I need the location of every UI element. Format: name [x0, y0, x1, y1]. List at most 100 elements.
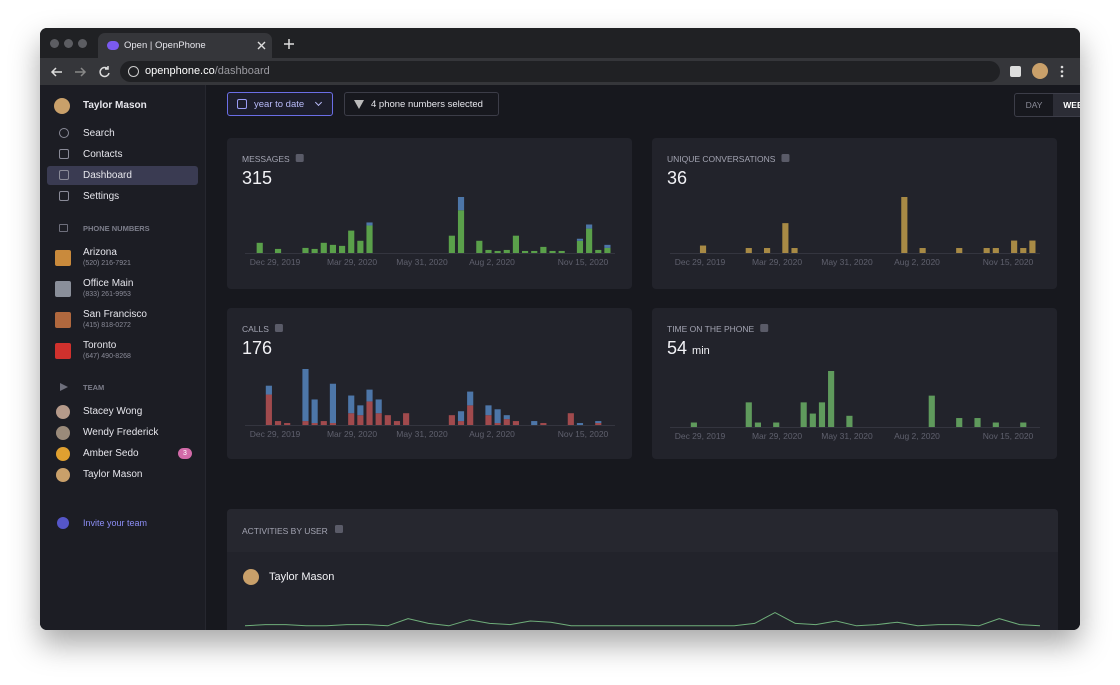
bar: [366, 222, 373, 226]
menu[interactable]: [1060, 65, 1064, 78]
nav-item[interactable]: Settings: [83, 191, 120, 202]
bar: [256, 242, 263, 253]
bar: [522, 250, 529, 253]
extensions-icon[interactable]: [1010, 66, 1021, 77]
bar: [302, 247, 309, 253]
phone-filter-button[interactable]: 4 phone numbers selected: [344, 92, 499, 116]
window-minimize[interactable]: [64, 39, 73, 48]
bar: [549, 250, 556, 253]
chart: CALLS 176 Dec 29, 2019 Mar 29, 2020 May 31, …: [242, 324, 615, 439]
active-tab[interactable]: Open | OpenPhone: [98, 33, 272, 58]
bar: [384, 415, 391, 425]
bar: [1020, 248, 1027, 253]
bar: [595, 421, 602, 424]
x-tick-label: Aug 2, 2020: [894, 257, 940, 267]
user-avatar: [243, 569, 259, 585]
bar: [320, 242, 327, 253]
chevron: [314, 98, 323, 107]
x-tick-label: May 31, 2020: [396, 257, 448, 267]
bar: [690, 422, 697, 427]
bar: [992, 248, 999, 253]
member-name[interactable]: Wendy Frederick: [83, 427, 159, 438]
tab-close[interactable]: [257, 41, 266, 50]
bar: [928, 395, 935, 427]
bar: [503, 419, 510, 425]
chart: UNIQUE CONVERSATIONS 36 Dec 29, 2019 Mar 29…: [667, 154, 1040, 267]
bar: [467, 391, 474, 406]
granularity-option[interactable]: DAY: [1025, 100, 1043, 110]
bar: [956, 248, 963, 253]
chart-card: MESSAGES 315 Dec 29, 2019 Mar 29, 2020 May 3…: [227, 138, 632, 289]
profile-avatar[interactable]: [1032, 63, 1048, 79]
bar: [828, 371, 835, 427]
url-field[interactable]: openphone.co/dashboard: [120, 61, 1000, 82]
member-avatar: [56, 447, 70, 461]
url: openphone.co/dashboard: [145, 65, 270, 77]
url-host: openphone.co: [145, 65, 215, 77]
x-tick-label: Nov 15, 2020: [558, 257, 609, 267]
info-icon: [274, 324, 283, 332]
number-name[interactable]: Office Main: [83, 278, 134, 289]
address-bar: openphone.co/dashboard: [40, 58, 1080, 85]
x-tick-label: Dec 29, 2019: [250, 257, 301, 267]
nav-item[interactable]: Search: [83, 128, 115, 139]
phone-number: (647) 490-8268: [83, 353, 131, 360]
window-close[interactable]: [50, 39, 59, 48]
bar: [512, 421, 519, 425]
chart-total: 176: [242, 338, 272, 358]
new-tab[interactable]: [284, 39, 294, 49]
date-range-button[interactable]: year to date: [227, 92, 333, 116]
site-icon: [128, 66, 139, 77]
bar: [595, 249, 602, 253]
bar: [699, 245, 707, 253]
info-icon: [335, 525, 343, 533]
phone-filter: 4 phone numbers selected: [371, 99, 483, 110]
bar: [503, 415, 510, 420]
x-tick-label: May 31, 2020: [821, 257, 873, 267]
nav-item[interactable]: Dashboard: [83, 170, 132, 181]
nav-icon: [59, 170, 69, 180]
activity-chart: [244, 612, 1041, 627]
bar: [494, 409, 501, 424]
bar: [366, 389, 373, 402]
user-avatar: [54, 98, 70, 114]
bar: [1029, 240, 1036, 253]
bar: [284, 423, 291, 425]
bar: [604, 247, 611, 253]
browser-window: Open | OpenPhone openphone.co/dashboard …: [40, 28, 1080, 630]
bar: [494, 423, 501, 425]
section-icon: [60, 383, 68, 391]
bar: [339, 245, 346, 253]
number-name[interactable]: San Francisco: [83, 309, 147, 320]
nav-item[interactable]: Contacts: [83, 149, 123, 160]
bar: [956, 418, 963, 427]
chart-title: CALLS: [242, 324, 269, 334]
member-name[interactable]: Stacey Wong: [83, 406, 143, 417]
nav-buttons[interactable]: [50, 65, 120, 79]
chart-card: UNIQUE CONVERSATIONS 36 Dec 29, 2019 Mar 29…: [652, 138, 1057, 289]
bar: [457, 210, 465, 253]
nav-icon: [59, 149, 69, 159]
chart-title: MESSAGES: [242, 154, 290, 164]
section-heading: TEAM: [83, 383, 105, 392]
x-tick-label: Mar 29, 2020: [327, 257, 377, 267]
bar: [754, 422, 761, 427]
window-maximize[interactable]: [78, 39, 87, 48]
bar: [1011, 240, 1018, 253]
bar: [782, 223, 789, 253]
x-tick-label: Aug 2, 2020: [469, 429, 515, 439]
section-icon: [59, 224, 68, 232]
bar: [366, 225, 373, 253]
number-name[interactable]: Arizona: [83, 247, 117, 258]
bar: [576, 240, 584, 253]
member-name[interactable]: Taylor Mason: [83, 469, 143, 480]
invite-link[interactable]: Invite your team: [83, 518, 148, 528]
number-name[interactable]: Toronto: [83, 340, 117, 351]
bar: [992, 422, 999, 427]
granularity-option[interactable]: WEEK: [1053, 94, 1080, 116]
member-name[interactable]: Amber Sedo: [83, 448, 139, 459]
main-content: year to date 4 phone numbers selected DAY W…: [206, 85, 1080, 630]
bar: [448, 235, 455, 253]
